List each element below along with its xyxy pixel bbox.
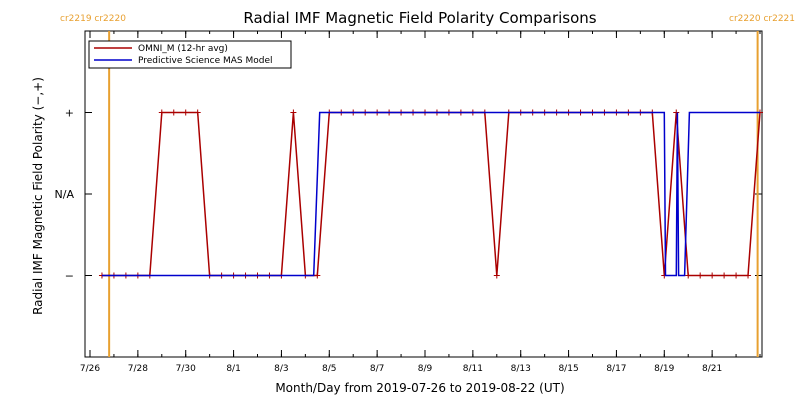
- series-line-omni: [102, 111, 761, 277]
- axis-ticks: [85, 31, 762, 357]
- x-tick-label: 8/19: [654, 364, 674, 374]
- omni-data-point: [314, 272, 321, 279]
- legend-box: [88, 40, 292, 69]
- x-tick-label: 8/15: [558, 364, 578, 374]
- carrington-markers: cr2219 cr2220 cr2220 cr2221: [60, 14, 795, 357]
- omni-data-point: [673, 109, 680, 116]
- x-tick-label: 8/17: [606, 364, 626, 374]
- legend: OMNI_M (12-hr avg) Predictive Science MA…: [88, 40, 292, 69]
- omni-data-point: [493, 272, 500, 279]
- series-group: [98, 109, 763, 279]
- x-tick-label: 7/26: [80, 364, 100, 374]
- y-tick-labels: + N/A −: [55, 107, 75, 283]
- carrington-label: cr2220 cr2221: [729, 14, 795, 24]
- y-tick-label: −: [65, 270, 74, 283]
- x-tick-label: 8/1: [226, 364, 240, 374]
- series-line-mas: [102, 111, 760, 277]
- omni-data-point: [290, 109, 297, 116]
- omni-data-point: [158, 109, 165, 116]
- x-tick-label: 8/21: [702, 364, 722, 374]
- x-tick-labels: 7/26 7/28 7/30 8/1 8/3 8/5 8/7 8/9 8/11 8/13 8/15 8…: [80, 364, 722, 374]
- x-tick-label: 7/30: [176, 364, 196, 374]
- chart-title: Radial IMF Magnetic Field Polarity Compa…: [243, 9, 596, 27]
- x-axis-label: Month/Day from 2019-07-26 to 2019-08-22 …: [275, 381, 564, 395]
- y-tick-label: N/A: [55, 188, 75, 201]
- omni-data-point: [709, 272, 716, 279]
- omni-data-point: [697, 272, 704, 279]
- carrington-label: cr2219 cr2220: [60, 14, 126, 24]
- omni-data-point: [733, 272, 740, 279]
- omni-data-point: [685, 272, 692, 279]
- plot-area-frame: [84, 30, 763, 358]
- x-tick-label: 8/3: [274, 364, 288, 374]
- x-tick-label: 8/13: [511, 364, 531, 374]
- y-axis-label: Radial IMF Magnetic Field Polarity (−,+): [31, 77, 45, 315]
- omni-data-point: [745, 272, 752, 279]
- legend-label-omni: OMNI_M (12-hr avg): [138, 44, 228, 54]
- omni-data-point: [182, 109, 189, 116]
- x-tick-label: 8/11: [463, 364, 483, 374]
- x-tick-label: 8/5: [322, 364, 336, 374]
- y-tick-label: +: [65, 107, 74, 120]
- legend-label-mas: Predictive Science MAS Model: [138, 56, 273, 66]
- omni-data-point: [194, 109, 201, 116]
- x-tick-label: 8/7: [370, 364, 384, 374]
- x-tick-label: 7/28: [128, 364, 148, 374]
- omni-data-point: [721, 272, 728, 279]
- x-tick-label: 8/9: [418, 364, 433, 374]
- omni-data-point: [170, 109, 177, 116]
